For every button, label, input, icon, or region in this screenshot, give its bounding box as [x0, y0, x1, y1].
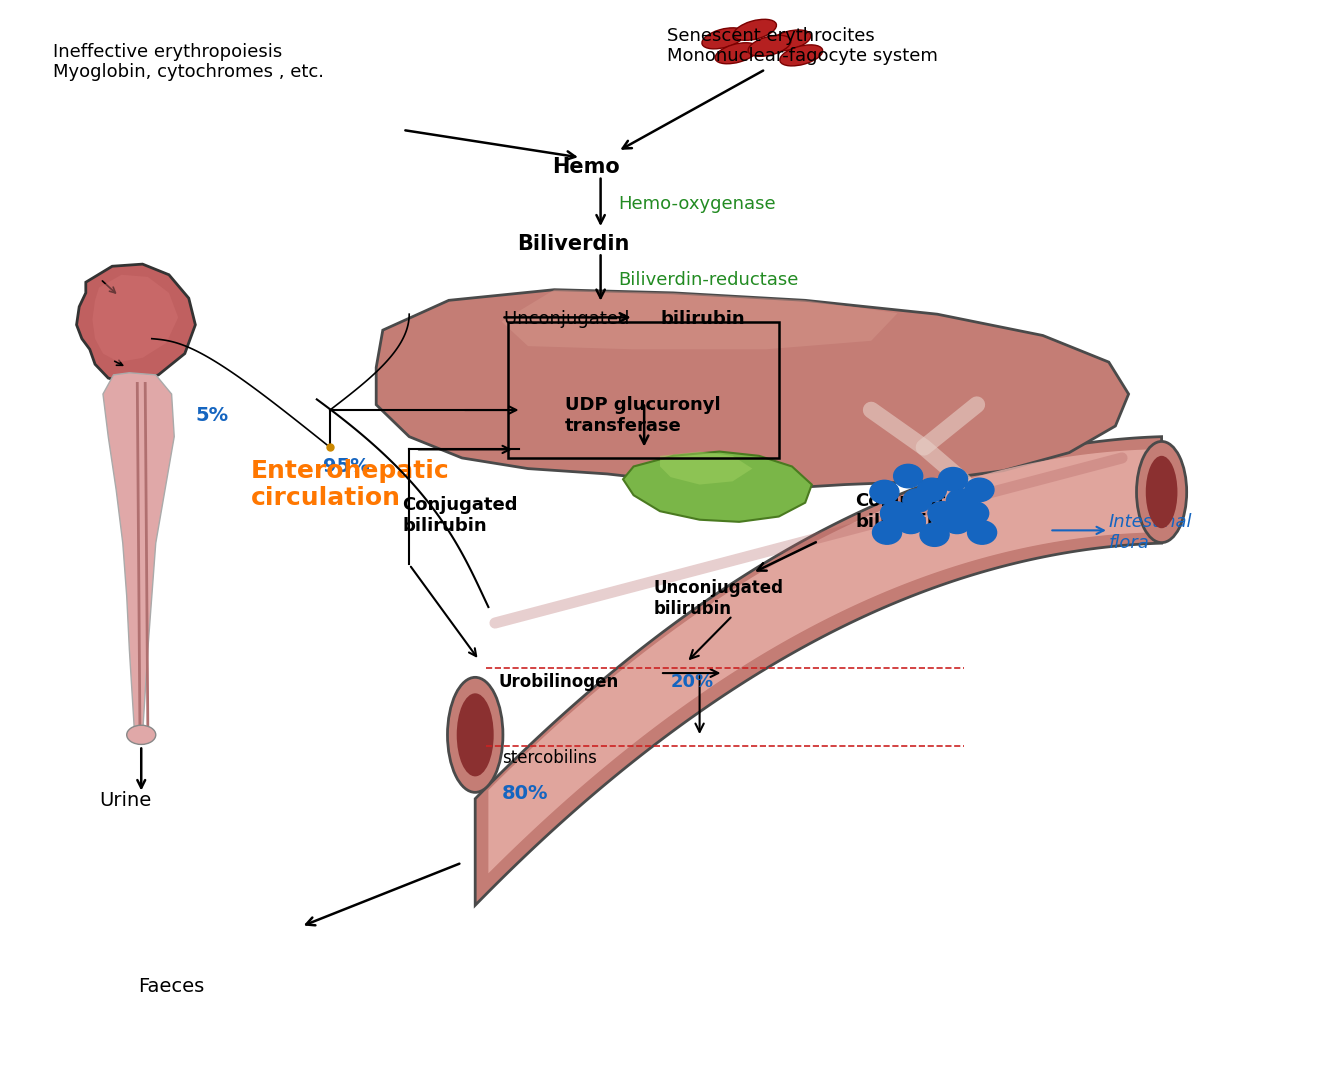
Ellipse shape	[768, 30, 810, 51]
Text: Intestinal
flora: Intestinal flora	[1109, 513, 1192, 552]
Text: 95%: 95%	[323, 457, 370, 476]
Circle shape	[917, 478, 946, 502]
Ellipse shape	[457, 693, 494, 776]
Text: bilirubin: bilirubin	[660, 311, 744, 328]
Circle shape	[880, 502, 909, 525]
Polygon shape	[488, 449, 1148, 873]
Ellipse shape	[127, 725, 156, 744]
Circle shape	[946, 489, 975, 512]
Circle shape	[960, 502, 989, 525]
Ellipse shape	[1146, 456, 1177, 528]
Circle shape	[894, 464, 923, 488]
Text: stercobilins: stercobilins	[502, 750, 597, 767]
Text: Unconjugated: Unconjugated	[504, 311, 635, 328]
Text: 20%: 20%	[671, 673, 714, 690]
Polygon shape	[376, 290, 1129, 488]
Text: Faeces: Faeces	[139, 977, 205, 996]
Text: Unconjugated
bilirubin: Unconjugated bilirubin	[653, 579, 783, 618]
Ellipse shape	[748, 35, 791, 56]
Circle shape	[965, 478, 994, 502]
Text: 80%: 80%	[502, 784, 548, 803]
Polygon shape	[623, 452, 812, 522]
Polygon shape	[660, 452, 752, 485]
Text: Senescent erythrocites
Mononuclear-fagocyte system: Senescent erythrocites Mononuclear-fagoc…	[667, 27, 937, 65]
Ellipse shape	[702, 28, 744, 49]
Ellipse shape	[734, 19, 776, 40]
Ellipse shape	[447, 677, 503, 792]
Polygon shape	[77, 264, 195, 383]
Ellipse shape	[715, 43, 758, 64]
Text: Ineffective erythropoiesis
Myoglobin, cytochromes , etc.: Ineffective erythropoiesis Myoglobin, cy…	[53, 43, 323, 81]
Circle shape	[920, 523, 949, 546]
Text: Conjugated
bilirubin: Conjugated bilirubin	[855, 492, 972, 530]
Circle shape	[928, 502, 957, 525]
Text: UDP glucuronyl
transferase: UDP glucuronyl transferase	[565, 396, 721, 435]
Circle shape	[939, 468, 968, 491]
Text: Hemo-oxygenase: Hemo-oxygenase	[618, 196, 775, 213]
Text: Biliverdin: Biliverdin	[517, 234, 630, 253]
Text: 5%: 5%	[195, 406, 228, 425]
Text: Conjugated
bilirubin: Conjugated bilirubin	[403, 496, 517, 535]
Circle shape	[896, 510, 925, 534]
Polygon shape	[103, 373, 174, 735]
Text: Urobilinogen: Urobilinogen	[499, 673, 619, 690]
Circle shape	[903, 489, 932, 512]
Polygon shape	[92, 275, 178, 362]
Circle shape	[942, 510, 972, 534]
Text: Enterohepatic
circulation: Enterohepatic circulation	[251, 459, 450, 510]
Circle shape	[968, 521, 997, 544]
Polygon shape	[475, 437, 1162, 905]
Text: Urine: Urine	[99, 791, 152, 810]
Circle shape	[870, 480, 899, 504]
Circle shape	[873, 521, 902, 544]
Text: Biliverdin-reductase: Biliverdin-reductase	[618, 272, 799, 289]
Ellipse shape	[1137, 441, 1187, 542]
Ellipse shape	[780, 45, 822, 66]
Polygon shape	[502, 290, 898, 349]
Text: Hemo: Hemo	[552, 158, 619, 177]
